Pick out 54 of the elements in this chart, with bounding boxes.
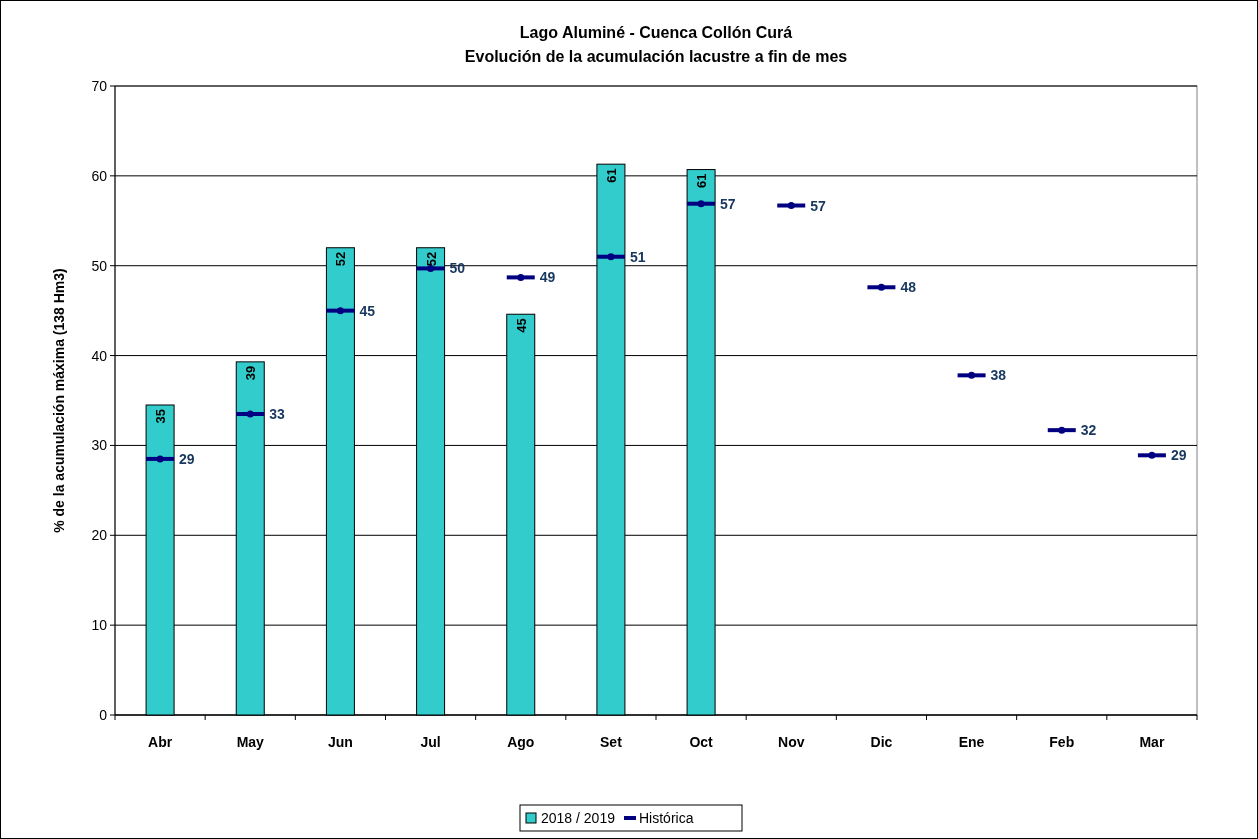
y-tick-label: 60: [91, 167, 108, 184]
data-label: 45: [359, 302, 376, 319]
point: [877, 283, 885, 291]
x-tick-label: Jun: [327, 734, 353, 750]
y-tick-label: 0: [99, 707, 108, 723]
data-label: 48: [900, 279, 917, 296]
y-tick-label: 10: [91, 617, 108, 634]
data-label: 32: [1080, 422, 1097, 439]
point: [517, 273, 525, 281]
x-tick-label: Oct: [689, 734, 714, 750]
x-tick-label: Jul: [420, 734, 441, 750]
y-tick-label: 40: [91, 347, 108, 364]
data-label: 49: [539, 269, 556, 286]
x-tick-label: Ago: [507, 734, 535, 750]
legend-label: 2018 / 2019: [541, 810, 616, 826]
y-tick-label: 20: [91, 527, 108, 544]
data-label: 29: [179, 450, 195, 467]
point: [156, 455, 164, 463]
x-tick-label: May: [236, 734, 265, 750]
x-tick-label: Feb: [1049, 734, 1075, 750]
x-tick-label: Nov: [778, 734, 805, 750]
x-tick-label: Mar: [1139, 734, 1165, 750]
data-label: 57: [810, 197, 827, 214]
y-axis-title: % de la acumulación máxima (138 Hm3): [51, 268, 67, 533]
data-label: 51: [629, 248, 646, 265]
point: [336, 307, 344, 315]
data-label: 38: [990, 367, 1007, 384]
point: [968, 371, 976, 379]
y-tick-label: 70: [91, 78, 108, 94]
y-tick-label: 30: [91, 437, 108, 454]
x-tick-label: Abr: [148, 734, 173, 750]
point: [607, 253, 615, 261]
data-label: 57: [720, 195, 736, 212]
data-label: 52: [423, 251, 439, 267]
data-label: 61: [694, 173, 710, 189]
legend-label: Histórica: [639, 810, 694, 826]
data-label: 61: [603, 168, 619, 183]
data-label: 29: [1170, 447, 1187, 464]
data-label: 52: [333, 251, 349, 267]
x-tick-label: Dic: [870, 734, 893, 750]
point: [697, 200, 705, 208]
chart-title: Lago Aluminé - Cuenca Collón Curá: [519, 24, 793, 41]
x-tick-label: Set: [600, 734, 623, 750]
point: [787, 202, 795, 210]
point: [1148, 451, 1156, 459]
data-label: 39: [243, 365, 259, 381]
point: [1058, 426, 1066, 434]
x-tick-label: Ene: [958, 734, 985, 750]
y-tick-label: 50: [91, 257, 108, 274]
point: [246, 410, 254, 418]
data-label: 33: [269, 405, 286, 422]
data-label: 45: [513, 318, 529, 333]
chart-subtitle: Evolución de la acumulación lacustre a fin de mes: [464, 48, 848, 65]
data-label: 35: [153, 408, 169, 424]
